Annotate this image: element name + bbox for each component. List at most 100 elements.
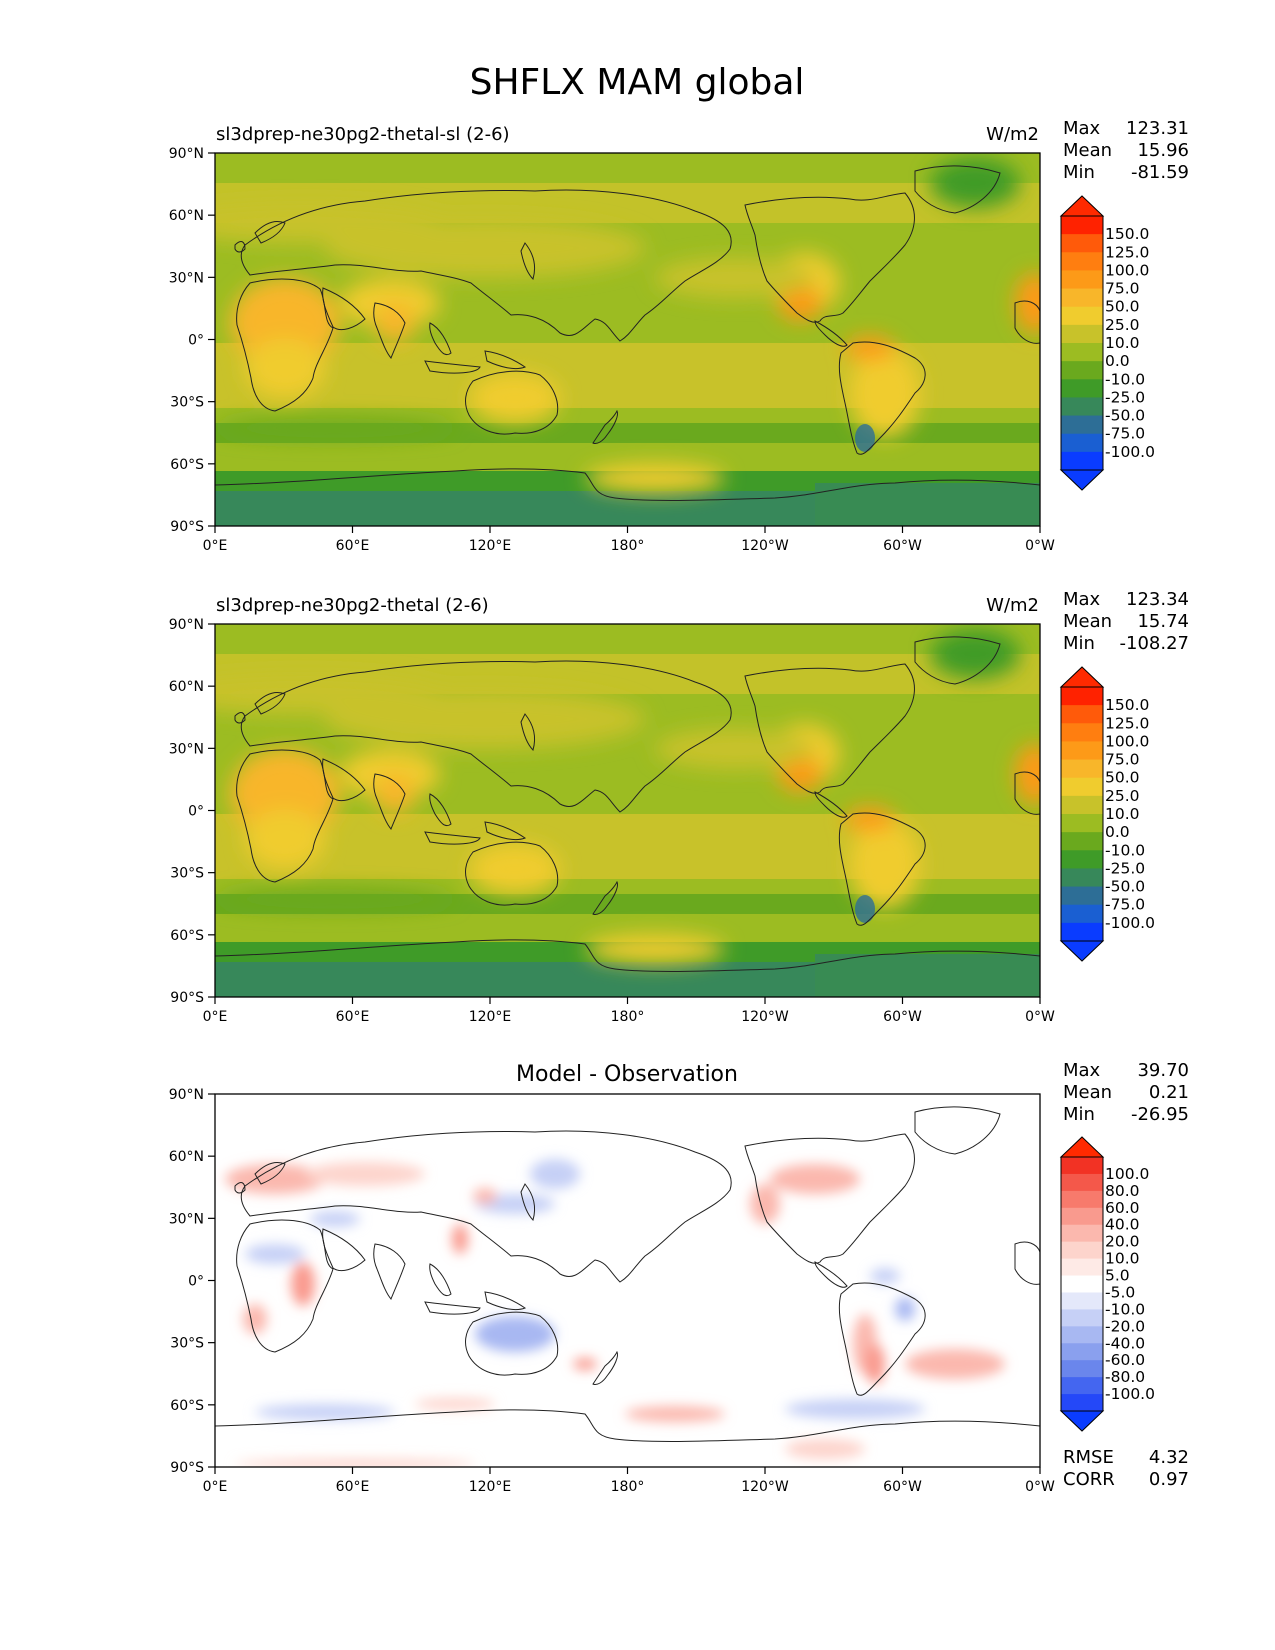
colorbar-segment	[1061, 397, 1103, 417]
colorbar-segment	[1061, 687, 1103, 706]
panel-2: sl3dprep-ne30pg2-thetal (2-6) W/m2 90°N 6…	[169, 589, 1189, 1025]
colorbar-label: -100.0	[1105, 1385, 1155, 1403]
lon-tick-label: 180°	[611, 1479, 645, 1495]
colorbar-label: 25.0	[1105, 316, 1140, 334]
lon-tick-label: 60°W	[883, 1009, 922, 1025]
colorbar-segment	[1061, 1309, 1103, 1327]
colorbar-extend-min	[1059, 469, 1105, 491]
lon-tick-label: 120°E	[469, 1009, 512, 1025]
colorbar-segment	[1061, 343, 1103, 362]
colorbar-segment	[1061, 270, 1103, 290]
panel-3-title: Model - Observation	[516, 1062, 738, 1087]
panel-2-units: W/m2	[986, 595, 1039, 616]
lon-tick-label: 120°W	[741, 538, 789, 554]
lon-tick-label: 120°E	[469, 1479, 512, 1495]
panel-2-title: sl3dprep-ne30pg2-thetal (2-6)	[216, 595, 489, 616]
colorbar-label: -100.0	[1105, 914, 1155, 932]
lon-tick-label: 0°W	[1025, 1479, 1055, 1495]
colorbar-label: 125.0	[1105, 714, 1149, 732]
colorbar-label: 5.0	[1105, 1267, 1130, 1285]
lon-tick-label: 60°E	[336, 538, 370, 554]
panel-3-corr-value: 0.97	[1149, 1469, 1189, 1490]
colorbar-segment	[1061, 1241, 1103, 1260]
colorbar-label: 125.0	[1105, 243, 1149, 261]
panel-2-mean-label: Mean	[1063, 611, 1112, 632]
lat-tick-label: 90°N	[169, 1087, 204, 1103]
colorbar-label: -75.0	[1105, 425, 1145, 443]
lon-tick-label: 60°W	[883, 1479, 922, 1495]
panel-3-min-label: Min	[1063, 1104, 1095, 1125]
panel-3-colorbar: 100.080.060.040.020.010.05.0-5.0-10.0-20…	[1059, 1136, 1155, 1432]
panel-3: Model - Observation 90°N 60°N 30°N 0° 30°S 60…	[169, 1060, 1189, 1495]
lon-tick-label: 0°W	[1025, 1009, 1055, 1025]
colorbar-label: 50.0	[1105, 769, 1140, 787]
colorbar-label: -20.0	[1105, 1317, 1145, 1335]
colorbar-label: -10.0	[1105, 1300, 1145, 1318]
colorbar-label: -100.0	[1105, 443, 1155, 461]
lon-tick-label: 0°W	[1025, 538, 1055, 554]
colorbar-segment	[1061, 723, 1103, 742]
panel-2-max-value: 123.34	[1126, 589, 1189, 610]
colorbar-segment	[1061, 252, 1103, 271]
colorbar-segment	[1061, 886, 1103, 906]
colorbar-segment	[1061, 1343, 1103, 1361]
lat-tick-label: 60°N	[169, 679, 204, 695]
colorbar-segment	[1061, 1207, 1103, 1226]
colorbar-label: -5.0	[1105, 1283, 1135, 1301]
colorbar-label: 75.0	[1105, 280, 1140, 298]
colorbar-segment	[1061, 814, 1103, 833]
colorbar-segment	[1061, 795, 1103, 815]
panel-2-colorbar: 150.0125.0100.075.050.025.010.00.0-10.0-…	[1059, 666, 1155, 962]
panel-3-stats: Max 39.70 Mean 0.21 Min -26.95	[1063, 1060, 1189, 1125]
panel-1-units: W/m2	[986, 124, 1039, 145]
colorbar-label: 0.0	[1105, 823, 1130, 841]
colorbar-segment	[1061, 922, 1103, 942]
panel-3-map	[215, 1094, 1040, 1467]
panel-1-min-value: -81.59	[1131, 162, 1189, 183]
colorbar-label: -80.0	[1105, 1368, 1145, 1386]
colorbar-segment	[1061, 1157, 1103, 1175]
lon-tick-label: 60°W	[883, 538, 922, 554]
panel-1-stats: Max 123.31 Mean 15.96 Min -81.59	[1063, 118, 1189, 183]
colorbar-segment	[1061, 705, 1103, 724]
panel-1-map	[215, 153, 1040, 526]
colorbar-label: 80.0	[1105, 1182, 1140, 1200]
colorbar-segment	[1061, 1377, 1103, 1395]
colorbar-segment	[1061, 1258, 1103, 1277]
colorbar-label: -60.0	[1105, 1351, 1145, 1369]
lat-tick-label: 90°S	[170, 519, 204, 535]
lon-tick-label: 0°E	[203, 538, 228, 554]
colorbar-label: 10.0	[1105, 1250, 1140, 1268]
colorbar-segment	[1061, 216, 1103, 235]
lat-tick-label: 30°N	[169, 270, 204, 286]
lon-tick-label: 180°	[611, 1009, 645, 1025]
colorbar-extend-min	[1059, 1410, 1105, 1432]
panel-1-min-label: Min	[1063, 162, 1095, 183]
panel-2-min-label: Min	[1063, 633, 1095, 654]
colorbar-label: 10.0	[1105, 334, 1140, 352]
colorbar-segment	[1061, 1173, 1103, 1192]
panel-3-rmse-value: 4.32	[1149, 1447, 1189, 1468]
colorbar-segment	[1061, 324, 1103, 344]
colorbar-segment	[1061, 379, 1103, 398]
lat-tick-label: 90°N	[169, 617, 204, 633]
panel-3-mean-value: 0.21	[1149, 1082, 1189, 1103]
colorbar-segment	[1061, 1275, 1103, 1293]
lon-tick-label: 0°E	[203, 1479, 228, 1495]
panel-2-mean-value: 15.74	[1137, 611, 1189, 632]
colorbar-label: 10.0	[1105, 805, 1140, 823]
lon-tick-label: 120°W	[741, 1009, 789, 1025]
panel-3-mean-label: Mean	[1063, 1082, 1112, 1103]
panel-2-max-label: Max	[1063, 589, 1101, 610]
colorbar-label: -25.0	[1105, 859, 1145, 877]
panel-3-corr-label: CORR	[1063, 1469, 1115, 1490]
colorbar-extend-min	[1059, 940, 1105, 962]
figure-title: SHFLX MAM global	[470, 62, 805, 103]
lat-tick-label: 30°S	[170, 866, 204, 882]
colorbar-segment	[1061, 1292, 1103, 1310]
colorbar-segment	[1061, 415, 1103, 435]
lon-tick-label: 60°E	[336, 1479, 370, 1495]
colorbar-label: -75.0	[1105, 896, 1145, 914]
colorbar-extend-max	[1059, 195, 1105, 217]
colorbar-extend-max	[1059, 1136, 1105, 1158]
